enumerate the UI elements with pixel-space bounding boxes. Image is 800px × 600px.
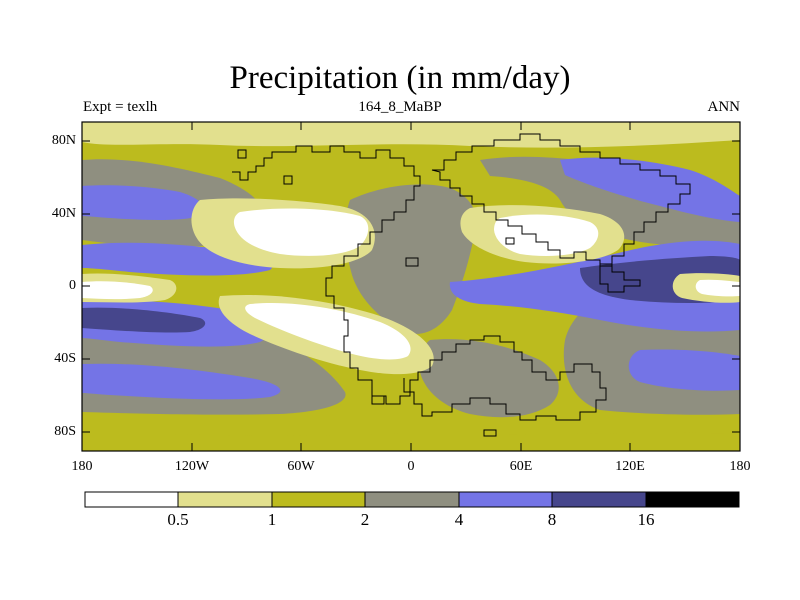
equatorial-dry-core-east	[695, 279, 740, 297]
period-label: 164_8_MaBP	[358, 99, 442, 115]
colorbar-label: 4	[454, 510, 464, 529]
colorbar-swatch	[552, 492, 646, 507]
lat-label-80n: 80N	[51, 133, 76, 148]
lon-label-60w: 60W	[287, 459, 315, 474]
lat-label-40s: 40S	[54, 351, 76, 366]
north-pacific-wet	[82, 185, 204, 220]
lat-label-40n: 40N	[51, 206, 76, 221]
colorbar-frame	[84, 491, 740, 508]
colorbar-label: 8	[547, 510, 557, 529]
north-desert-core	[233, 208, 369, 256]
colorbar	[84, 491, 740, 508]
arctic-dry-band	[82, 122, 740, 148]
lat-label-equator: 0	[69, 278, 76, 293]
colorbar-swatch	[459, 492, 552, 507]
south-pacific-core	[82, 307, 206, 333]
south-continent-gray	[419, 339, 559, 418]
lat-label-80s: 80S	[54, 424, 76, 439]
lon-label-0: 0	[407, 459, 415, 474]
colorbar-swatch	[272, 492, 365, 507]
lon-label-120e: 120E	[615, 459, 645, 474]
southern-storm-track	[82, 363, 281, 400]
south-east-wet	[628, 349, 740, 391]
season-label: ANN	[707, 99, 741, 115]
colorbar-label: 1	[267, 510, 277, 529]
colorbar-swatch	[178, 492, 272, 507]
colorbar-label: 16	[637, 510, 655, 529]
lon-label-180w: 180	[71, 459, 93, 474]
coastlines	[232, 133, 691, 437]
north-east-desert-core	[494, 214, 599, 256]
north-east-wet	[560, 157, 740, 222]
equatorial-dry-core-west	[82, 281, 153, 300]
south-desert-core	[245, 302, 411, 360]
central-continent-gray	[345, 184, 477, 334]
experiment-label: Expt = texlh	[83, 99, 158, 115]
lon-label-180e: 180	[729, 459, 751, 474]
north-east-gray	[480, 156, 740, 247]
colorbar-label: 0.5	[167, 510, 189, 529]
colorbar-swatch	[85, 492, 178, 507]
colorbar-swatch	[646, 492, 739, 507]
antarctic-band	[82, 429, 740, 451]
colorbar-label: 2	[360, 510, 370, 529]
axis-ticks	[81, 122, 741, 451]
colorbar-swatch	[365, 492, 459, 507]
lon-label-60e: 60E	[509, 459, 533, 474]
lon-label-120w: 120W	[174, 459, 210, 474]
map-field	[82, 122, 740, 451]
map-title: Precipitation (in mm/day)	[229, 60, 571, 96]
